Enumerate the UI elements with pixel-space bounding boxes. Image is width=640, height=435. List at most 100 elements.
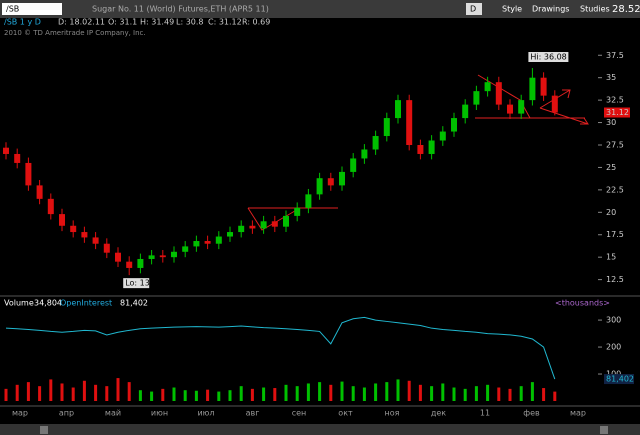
candle-body bbox=[339, 171, 345, 186]
high-label: Hi: 36.08 bbox=[530, 53, 566, 62]
candle-body bbox=[395, 100, 401, 119]
candle-body bbox=[260, 221, 267, 229]
volume-bar bbox=[194, 390, 198, 401]
candle-body bbox=[47, 198, 54, 215]
x-tick-label: июн bbox=[151, 409, 168, 418]
low-label-box bbox=[123, 278, 150, 289]
candle-body bbox=[215, 236, 222, 244]
volume-bar bbox=[463, 388, 467, 401]
volume-bar bbox=[530, 382, 534, 401]
volume-bar bbox=[508, 388, 512, 401]
candle-body bbox=[137, 258, 144, 268]
volume-bar bbox=[15, 384, 19, 401]
oi-tag bbox=[604, 374, 634, 385]
volume-bar bbox=[284, 384, 288, 401]
candle-body bbox=[283, 215, 289, 227]
ohlc: D: 18.02.11 bbox=[58, 18, 105, 27]
volume-bar bbox=[374, 383, 378, 401]
candle-body bbox=[294, 207, 301, 216]
x-tick-label: апр bbox=[59, 409, 74, 418]
ohlc: H: 31.49 bbox=[140, 18, 174, 27]
ohlc: C: 31.12 bbox=[208, 18, 242, 27]
candle-body bbox=[417, 145, 424, 154]
volume-bar bbox=[71, 387, 75, 401]
volume-header: 34,804 bbox=[34, 299, 62, 308]
candle-body bbox=[327, 178, 334, 186]
volume-bar bbox=[295, 386, 299, 401]
candle-body bbox=[171, 251, 177, 258]
volume-header: <thousands> bbox=[555, 299, 610, 308]
scroll-button[interactable] bbox=[40, 426, 48, 434]
volume-bar bbox=[161, 388, 165, 401]
volume-bar bbox=[519, 386, 523, 401]
candle-body bbox=[36, 185, 43, 199]
y-tick-label: 32.5 bbox=[606, 96, 624, 105]
ohlc: O: 31.1 bbox=[108, 18, 137, 27]
candle-body bbox=[227, 232, 233, 237]
scroll-button[interactable] bbox=[600, 426, 608, 434]
x-tick-label: фев bbox=[523, 409, 540, 418]
volume-bar bbox=[396, 379, 400, 401]
y-tick-label: 12.5 bbox=[606, 275, 624, 284]
candle-body bbox=[115, 252, 121, 262]
volume-bar bbox=[82, 380, 86, 401]
x-tick-label: авг bbox=[246, 409, 260, 418]
button-label[interactable]: Drawings bbox=[532, 5, 569, 14]
candle-body bbox=[193, 241, 200, 247]
price-tag bbox=[604, 107, 630, 118]
symbol-box[interactable] bbox=[2, 3, 62, 15]
y-tick-label: 37.5 bbox=[606, 51, 624, 60]
candle-body bbox=[70, 225, 77, 233]
volume-bar bbox=[239, 386, 243, 401]
y-tick-label: 22.5 bbox=[606, 185, 624, 194]
candle-body bbox=[484, 82, 491, 92]
candle-body bbox=[529, 77, 536, 101]
volume-bar bbox=[340, 381, 344, 401]
y-tick-label: 200 bbox=[606, 343, 621, 352]
candle-body bbox=[439, 131, 446, 141]
volume-bar bbox=[60, 383, 64, 401]
button-label[interactable]: Style bbox=[502, 5, 522, 14]
volume-bar bbox=[49, 379, 53, 401]
candle-body bbox=[495, 82, 502, 105]
oi-tag-label: 81,402 bbox=[606, 375, 634, 384]
x-tick-label: 11 bbox=[480, 409, 490, 418]
x-tick-label: мар bbox=[12, 409, 28, 418]
copyright: 2010 © TD Ameritrade IP Company, Inc. bbox=[4, 29, 146, 37]
ohlc: R: 0.69 bbox=[242, 18, 270, 27]
low-label: Lo: 13 bbox=[125, 279, 150, 288]
button[interactable] bbox=[466, 3, 482, 15]
candle-body bbox=[551, 95, 558, 113]
volume-bar bbox=[116, 378, 120, 401]
y-tick-label: 25 bbox=[606, 163, 616, 172]
volume-bar bbox=[26, 382, 30, 401]
candle-body bbox=[383, 118, 390, 137]
candle-body bbox=[238, 225, 245, 233]
high-label-box bbox=[528, 52, 569, 62]
volume-bar bbox=[183, 390, 187, 401]
button-label[interactable]: Studies bbox=[580, 5, 610, 14]
candle-body bbox=[350, 158, 357, 172]
open-interest-line bbox=[5, 316, 556, 380]
volume-header: OpenInterest bbox=[60, 299, 112, 308]
y-tick-label: 300 bbox=[606, 316, 621, 325]
x-tick-label: дек bbox=[431, 409, 446, 418]
y-tick-label: 15 bbox=[606, 253, 616, 262]
volume-header: 81,402 bbox=[120, 299, 148, 308]
candle-body bbox=[462, 104, 469, 119]
volume-bar bbox=[206, 389, 210, 401]
symbol: /SB bbox=[6, 5, 19, 14]
candle-body bbox=[406, 100, 413, 145]
volume-bar bbox=[486, 384, 490, 401]
y-tick-label: 35 bbox=[606, 73, 616, 82]
candle-body bbox=[473, 91, 480, 105]
y-tick-label: 100 bbox=[606, 370, 621, 379]
volume-bar bbox=[329, 384, 333, 401]
candle-body bbox=[92, 237, 99, 244]
candle-body bbox=[59, 214, 65, 226]
volume-bar bbox=[362, 387, 366, 401]
scrollbar[interactable] bbox=[0, 424, 640, 435]
volume-bar bbox=[385, 382, 389, 401]
candle-body bbox=[316, 178, 323, 195]
